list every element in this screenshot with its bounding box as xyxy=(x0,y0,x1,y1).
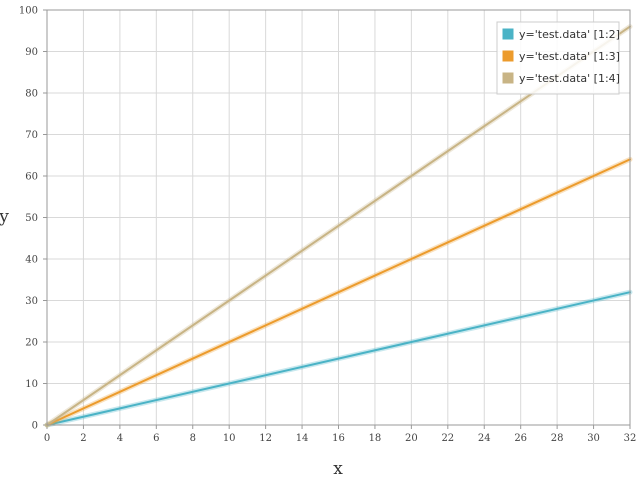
x-tick-label: 20 xyxy=(405,433,418,444)
plot-frame xyxy=(46,9,631,426)
x-tick-label: 4 xyxy=(117,433,123,444)
y-tick-label: 10 xyxy=(25,379,38,390)
y-tick-label: 20 xyxy=(25,338,38,349)
x-tick-label: 8 xyxy=(190,433,196,444)
x-tick-label: 24 xyxy=(478,433,491,444)
x-axis-title: x xyxy=(333,459,343,479)
x-tick-label: 6 xyxy=(153,433,159,444)
legend-label: y='test.data' [1:3] xyxy=(519,50,620,63)
y-tick-label: 50 xyxy=(25,213,38,224)
x-tick-label: 12 xyxy=(259,433,272,444)
legend-box xyxy=(496,21,620,95)
legend-swatch xyxy=(501,49,515,63)
x-tick-label: 30 xyxy=(587,433,600,444)
y-tick-label: 100 xyxy=(19,6,38,17)
series-line-2 xyxy=(46,158,631,426)
x-tick-label: 26 xyxy=(514,433,527,444)
series-line-1 xyxy=(46,291,631,426)
y-tick-label: 0 xyxy=(32,421,38,432)
y-tick-label: 80 xyxy=(25,89,38,100)
y-tick-label: 90 xyxy=(25,47,38,58)
x-tick-label: 16 xyxy=(332,433,345,444)
x-tick-label: 28 xyxy=(551,433,564,444)
x-tick-label: 22 xyxy=(441,433,454,444)
y-tick-label: 70 xyxy=(25,130,38,141)
x-tick-label: 0 xyxy=(44,433,50,444)
y-axis-ticks: 0 10 20 30 40 50 60 70 80 90 100 xyxy=(19,6,47,432)
y-tick-label: 40 xyxy=(25,255,38,266)
x-tick-label: 32 xyxy=(624,433,637,444)
x-tick-label: 18 xyxy=(369,433,382,444)
legend: y='test.data' [1:2] y='test.data' [1:3] y=… xyxy=(496,21,620,95)
x-tick-label: 2 xyxy=(80,433,86,444)
series-lines xyxy=(44,24,633,428)
legend-swatch xyxy=(501,27,515,41)
legend-label: y='test.data' [1:4] xyxy=(519,72,620,85)
x-tick-label: 10 xyxy=(223,433,236,444)
x-axis-ticks: 0 2 4 6 8 10 12 14 16 18 20 22 24 26 28 30 32 xyxy=(44,425,637,444)
y-axis-title: y xyxy=(0,207,9,227)
y-tick-label: 30 xyxy=(25,296,38,307)
y-tick-label: 60 xyxy=(25,172,38,183)
legend-label: y='test.data' [1:2] xyxy=(519,28,620,41)
x-tick-label: 14 xyxy=(296,433,309,444)
legend-swatch xyxy=(501,71,515,85)
